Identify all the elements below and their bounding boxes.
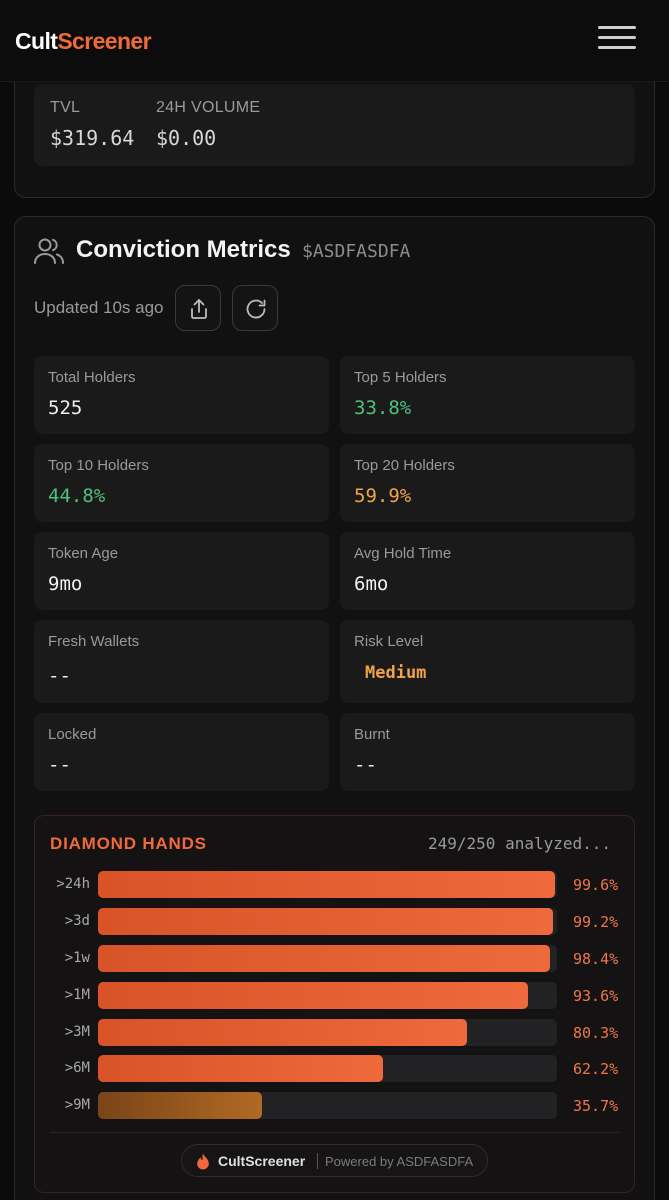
conviction-ticker: $ASDFASDFA <box>302 241 411 262</box>
diamond-row-label: >1w <box>64 950 90 966</box>
tvl-volume-box <box>34 84 635 166</box>
metric-label: Burnt <box>354 726 390 743</box>
powered-by-badge[interactable]: CultScreener Powered by ASDFASDFA <box>181 1144 488 1177</box>
diamond-row-pct: 98.4% <box>573 950 619 968</box>
metric-label: Avg Hold Time <box>354 545 452 562</box>
diamond-bar-track <box>98 1055 557 1082</box>
diamond-row-3m: >3M 80.3% <box>0 1019 669 1047</box>
risk-level-badge: Medium <box>365 663 427 683</box>
diamond-row-24h: >24h 99.6% <box>0 871 669 899</box>
badge-brand-name: CultScreener <box>218 1153 306 1169</box>
metric-value: 33.8% <box>354 397 412 419</box>
metric-avg-hold-time: Avg Hold Time 6mo <box>340 532 635 610</box>
logo-text-cult: Cult <box>15 28 58 54</box>
diamond-bar-fill <box>98 945 550 972</box>
diamond-bar-track <box>98 1092 557 1119</box>
diamond-row-9m: >9M 35.7% <box>0 1092 669 1120</box>
metric-value: 44.8% <box>48 485 106 507</box>
metric-value: 9mo <box>48 573 83 595</box>
diamond-row-3d: >3d 99.2% <box>0 908 669 936</box>
tvl-value: $319.64 <box>50 126 135 150</box>
metric-label: Token Age <box>48 545 119 562</box>
diamond-row-pct: 35.7% <box>573 1097 619 1115</box>
metric-value: 525 <box>48 397 83 419</box>
diamond-row-label: >6M <box>64 1060 90 1076</box>
refresh-icon <box>246 299 266 319</box>
diamond-bar-fill <box>98 1092 262 1119</box>
diamond-row-1m: >1M 93.6% <box>0 982 669 1010</box>
diamond-row-1w: >1w 98.4% <box>0 945 669 973</box>
diamond-bar-fill <box>98 871 556 898</box>
badge-separator <box>317 1153 318 1169</box>
diamond-bar-track <box>98 982 557 1009</box>
diamond-bar-track <box>98 871 557 898</box>
divider <box>50 1132 619 1133</box>
logo-text-screener: Screener <box>57 28 151 54</box>
diamond-hands-analyzed: 249/250 analyzed... <box>428 834 612 853</box>
metric-label: Top 10 Holders <box>48 457 149 474</box>
flame-icon <box>197 1153 209 1170</box>
diamond-row-label: >3d <box>64 913 90 929</box>
conviction-title: Conviction Metrics <box>76 236 291 263</box>
users-icon <box>34 238 64 264</box>
metric-value: -- <box>354 754 377 776</box>
metric-label: Top 5 Holders <box>354 369 447 386</box>
metric-top5-holders: Top 5 Holders 33.8% <box>340 356 635 434</box>
metric-locked: Locked -- <box>34 713 329 791</box>
diamond-row-pct: 93.6% <box>573 987 619 1005</box>
app-logo[interactable]: CultScreener <box>15 28 152 55</box>
diamond-bar-fill <box>98 1019 467 1046</box>
metric-value: -- <box>48 665 71 687</box>
metric-total-holders: Total Holders 525 <box>34 356 329 434</box>
metric-token-age: Token Age 9mo <box>34 532 329 610</box>
hamburger-menu-icon[interactable] <box>598 26 636 56</box>
updated-timestamp: Updated 10s ago <box>34 298 164 317</box>
metric-label: Risk Level <box>354 633 424 650</box>
diamond-row-pct: 80.3% <box>573 1024 619 1042</box>
diamond-hands-title: DIAMOND HANDS <box>50 834 207 853</box>
metric-risk-level: Risk Level Medium <box>340 620 635 703</box>
refresh-button[interactable] <box>232 285 278 331</box>
diamond-row-label: >1M <box>64 987 90 1003</box>
metric-fresh-wallets: Fresh Wallets -- <box>34 620 329 703</box>
volume-value: $0.00 <box>156 126 217 150</box>
diamond-bar-fill <box>98 908 554 935</box>
app-header: CultScreener <box>0 0 669 82</box>
metric-label: Top 20 Holders <box>354 457 455 474</box>
diamond-bar-fill <box>98 982 528 1009</box>
metric-burnt: Burnt -- <box>340 713 635 791</box>
metric-value: -- <box>48 754 71 776</box>
diamond-bar-track <box>98 908 557 935</box>
metric-value: 59.9% <box>354 485 412 507</box>
metric-label: Fresh Wallets <box>48 633 140 650</box>
diamond-row-pct: 99.2% <box>573 913 619 931</box>
share-icon <box>191 299 207 319</box>
metric-label: Total Holders <box>48 369 136 386</box>
diamond-row-pct: 99.6% <box>573 876 619 894</box>
diamond-bar-track <box>98 1019 557 1046</box>
metric-value: 6mo <box>354 573 389 595</box>
metric-top10-holders: Top 10 Holders 44.8% <box>34 444 329 522</box>
diamond-row-label: >9M <box>64 1097 90 1113</box>
diamond-bar-track <box>98 945 557 972</box>
diamond-row-6m: >6M 62.2% <box>0 1055 669 1083</box>
diamond-row-label: >3M <box>64 1024 90 1040</box>
diamond-row-pct: 62.2% <box>573 1060 619 1078</box>
tvl-label: TVL <box>50 99 81 116</box>
metric-label: Locked <box>48 726 97 743</box>
share-button[interactable] <box>175 285 221 331</box>
metric-top20-holders: Top 20 Holders 59.9% <box>340 444 635 522</box>
badge-powered-by: Powered by ASDFASDFA <box>325 1154 474 1169</box>
diamond-row-label: >24h <box>56 876 90 892</box>
volume-label: 24H VOLUME <box>156 99 261 116</box>
diamond-bar-fill <box>98 1055 384 1082</box>
